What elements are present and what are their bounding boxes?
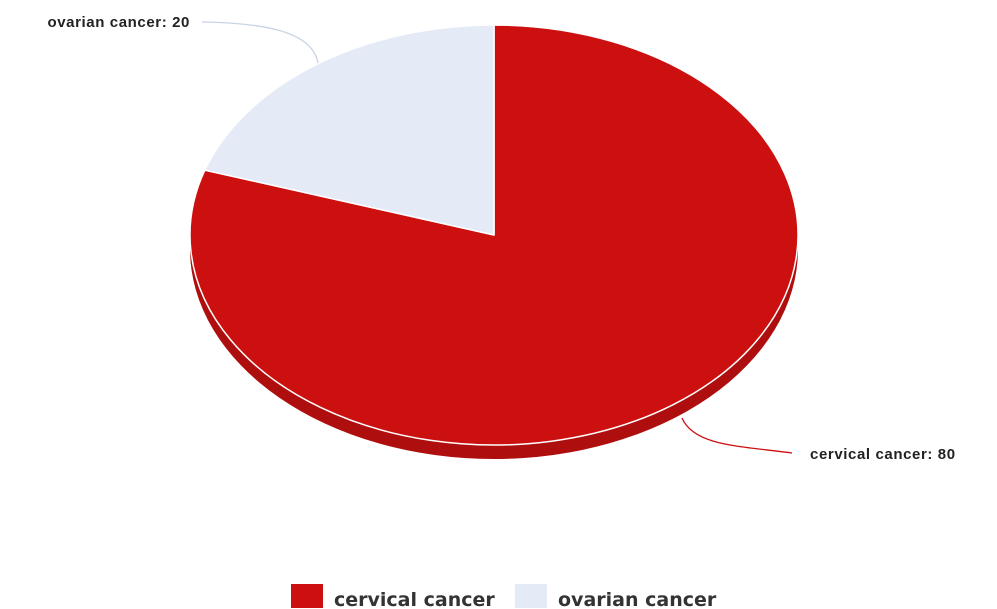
pie-slices [189,24,799,446]
legend-label: cervical cancer [334,589,495,609]
legend: cervical cancer ovarian cancer [291,584,717,609]
legend-item-ovarian-cancer[interactable]: ovarian cancer [515,584,717,609]
data-label-ovarian-cancer: ovarian cancer: 20 [47,14,190,31]
connector-ovarian-cancer [201,21,319,64]
slice-ovarian-cancer[interactable] [204,24,495,236]
legend-swatch [515,584,547,608]
label-connectors [201,21,793,454]
connector-cervical-cancer [681,417,793,454]
legend-label: ovarian cancer [558,589,717,609]
legend-swatch [291,584,323,608]
data-labels: cervical cancer: 80 ovarian cancer: 20 [47,14,955,463]
data-label-cervical-cancer: cervical cancer: 80 [810,446,956,463]
legend-item-cervical-cancer[interactable]: cervical cancer [291,584,495,609]
